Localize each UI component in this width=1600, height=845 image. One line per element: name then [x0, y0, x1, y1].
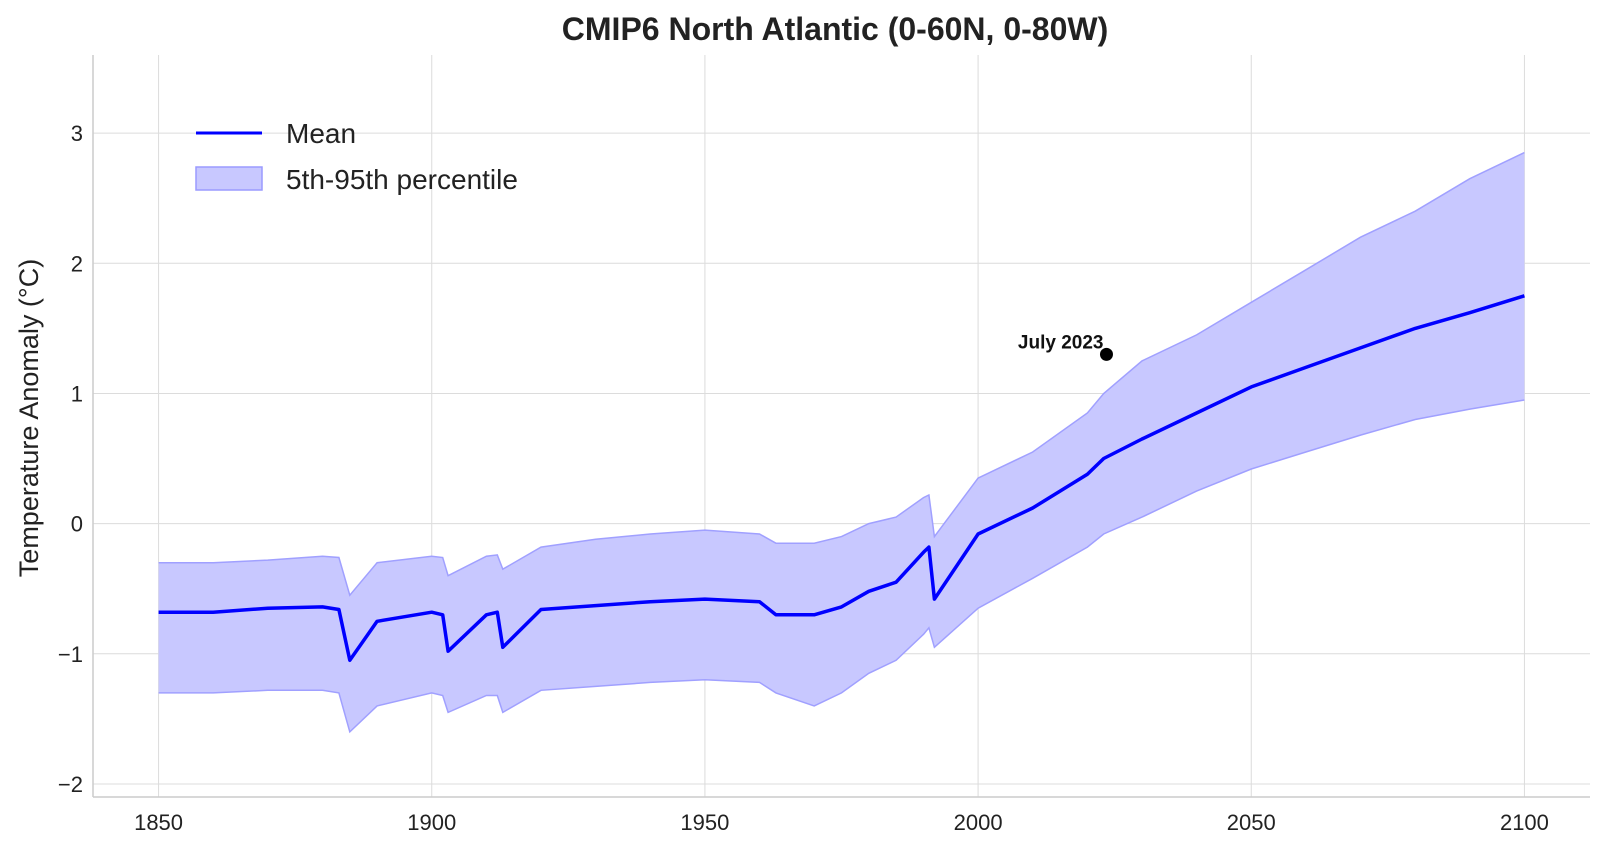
x-tick-label: 2000	[954, 810, 1003, 835]
chart-title: CMIP6 North Atlantic (0-60N, 0-80W)	[562, 11, 1108, 47]
axes	[92, 55, 1590, 798]
y-tick-label: 1	[71, 381, 83, 406]
legend: Mean 5th-95th percentile	[195, 118, 518, 195]
legend-band-label: 5th-95th percentile	[286, 164, 518, 195]
annotation-layer: July 2023	[1018, 332, 1113, 361]
y-tick-labels: −2 −1 0 1 2 3	[58, 121, 83, 797]
x-tick-label: 2050	[1227, 810, 1276, 835]
legend-mean-label: Mean	[286, 118, 356, 149]
x-tick-labels: 1850 1900 1950 2000 2050 2100	[134, 810, 1549, 835]
y-axis-label: Temperature Anomaly (°C)	[14, 259, 44, 577]
percentile-lower-line	[158, 399, 1525, 734]
mean-series-line	[158, 294, 1525, 663]
annotation-point	[1099, 347, 1113, 361]
percentile-band-area	[158, 152, 1525, 732]
x-tick-label: 1900	[407, 810, 456, 835]
percentile-band-layer	[158, 151, 1525, 734]
y-tick-label: 0	[71, 512, 83, 537]
y-tick-label: −1	[58, 642, 83, 667]
x-tick-label: 2100	[1500, 810, 1549, 835]
percentile-upper-line	[158, 151, 1525, 597]
x-tick-label: 1950	[680, 810, 729, 835]
x-tick-label: 1850	[134, 810, 183, 835]
y-tick-label: 2	[71, 251, 83, 276]
mean-line-layer	[158, 294, 1525, 663]
y-tick-label: 3	[71, 121, 83, 146]
y-tick-label: −2	[58, 772, 83, 797]
annotation-label: July 2023	[1018, 332, 1104, 353]
legend-band-swatch	[195, 166, 263, 191]
